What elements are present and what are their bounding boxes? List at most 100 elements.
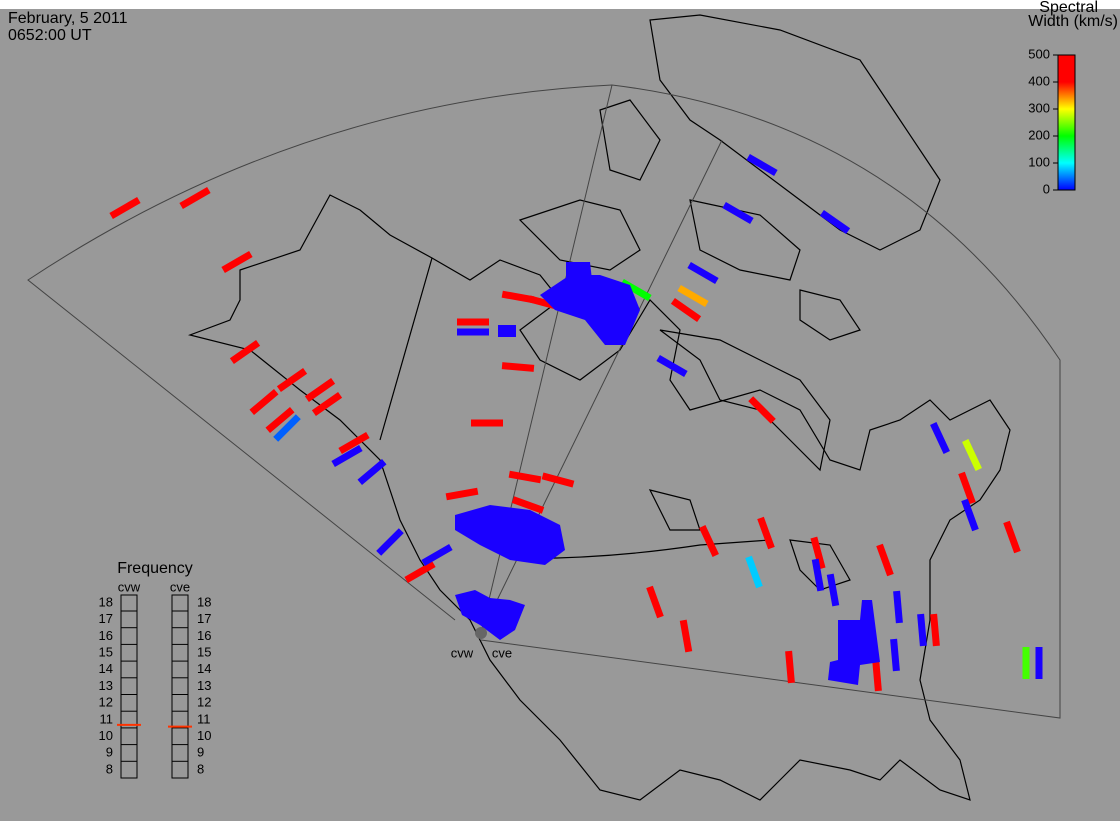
echo-bar [961,498,979,532]
echo-patch [498,325,516,337]
colorbar-tick-label: 300 [1028,100,1050,115]
echo-bar [376,528,404,556]
frequency-tick-label: 10 [197,728,211,743]
echo-bar [221,250,253,274]
echo-bar [404,560,436,584]
frequency-tick-label: 15 [99,645,113,660]
coastlines [187,14,1011,801]
colorbar-tick-label: 0 [1043,181,1050,196]
colorbar-title: Spectral [1039,0,1098,16]
echo-bar [811,558,825,592]
echo-bar [304,377,336,403]
frequency-tick-label: 12 [99,695,113,710]
colorbar-tick-label: 200 [1028,127,1050,142]
echo-bar [273,414,301,442]
echo-bar [876,543,894,577]
frequency-tick-label: 15 [197,645,211,660]
frequency-tick-label: 18 [99,594,113,609]
echo-bar [179,186,211,210]
echo-bar [229,339,261,365]
radar-name: cvw [118,579,141,594]
echo-bar [445,487,479,501]
frequency-tick-label: 16 [99,628,113,643]
echo-bar [757,516,775,550]
echo-bar [958,471,976,505]
echo-bar [331,444,363,468]
frequency-tick-label: 13 [197,678,211,693]
echo-bar [962,439,982,471]
echo-bar [930,613,940,647]
echo-bar [893,590,903,624]
frequency-title: Frequency [117,560,193,577]
echo-bar [890,638,900,672]
echo-bar [748,396,776,424]
echo-patch [455,590,525,640]
frequency-tick-label: 14 [197,661,211,676]
frequency-tick-label: 12 [197,695,211,710]
radar-label: cvw [451,645,474,660]
echo-bar [826,573,840,607]
frequency-tick-label: 9 [106,745,113,760]
echo-bar [357,459,387,485]
echo-bar [457,318,489,326]
echo-bar [872,658,882,692]
frequency-tick-label: 9 [197,745,204,760]
frequency-tick-label: 11 [100,711,114,726]
frequency-tick-label: 14 [99,661,113,676]
colorbar-title: Width (km/s) [1028,13,1118,30]
echo-bar [109,196,141,220]
date: February, 5 2011 [8,10,128,27]
colorbar-tick-label: 100 [1028,154,1050,169]
echo-bar [1035,647,1043,679]
echo-bar [819,209,851,235]
echo-bar [457,328,489,336]
echo-bar [265,407,295,433]
echo-bar [785,650,795,684]
frequency-tick-label: 10 [99,728,113,743]
echo-bar [249,389,279,415]
time: 0652:00 UT [8,27,92,44]
radar-site [475,627,487,639]
background [0,9,1120,821]
echo-patch [828,600,880,685]
echo-bar [1022,647,1030,679]
echo-bar [646,585,664,619]
echo-bar [917,613,927,647]
echo-bar [930,422,950,454]
echo-bar [746,153,778,177]
echo-bar [508,470,542,484]
frequency-tick-label: 17 [197,611,211,626]
echo-bar [511,496,545,514]
echo-bar [670,297,702,323]
echo-bar [471,419,503,427]
frequency-tick-label: 8 [106,761,113,776]
echo-bar [501,362,535,372]
frequency-tick-label: 8 [197,761,204,776]
echo-bar [656,354,688,378]
frequency-tick-label: 18 [197,594,211,609]
echo-bar [541,472,575,488]
echo-bar [745,555,763,589]
frequency-tick-label: 13 [99,678,113,693]
echo-bar [501,290,535,304]
echo-bar [687,261,719,285]
echo-bar [722,201,754,225]
frequency-tick-label: 11 [197,711,211,726]
echo-bar [276,367,308,393]
frequency-tick-label: 17 [99,611,113,626]
echo-bar [810,536,826,570]
frequency-tick-label: 16 [197,628,211,643]
radar-name: cve [170,579,190,594]
radar-label: cve [492,645,512,660]
echo-bar [338,431,370,455]
colorbar [1057,54,1076,191]
radar-echoes [109,153,1043,692]
colorbar-tick-label: 400 [1028,73,1050,88]
echo-bar [699,525,719,557]
echo-patch [455,505,565,565]
echo-bar [677,284,709,308]
echo-patch [540,275,640,345]
echo-patch [566,262,592,280]
echo-bar [1003,520,1021,554]
